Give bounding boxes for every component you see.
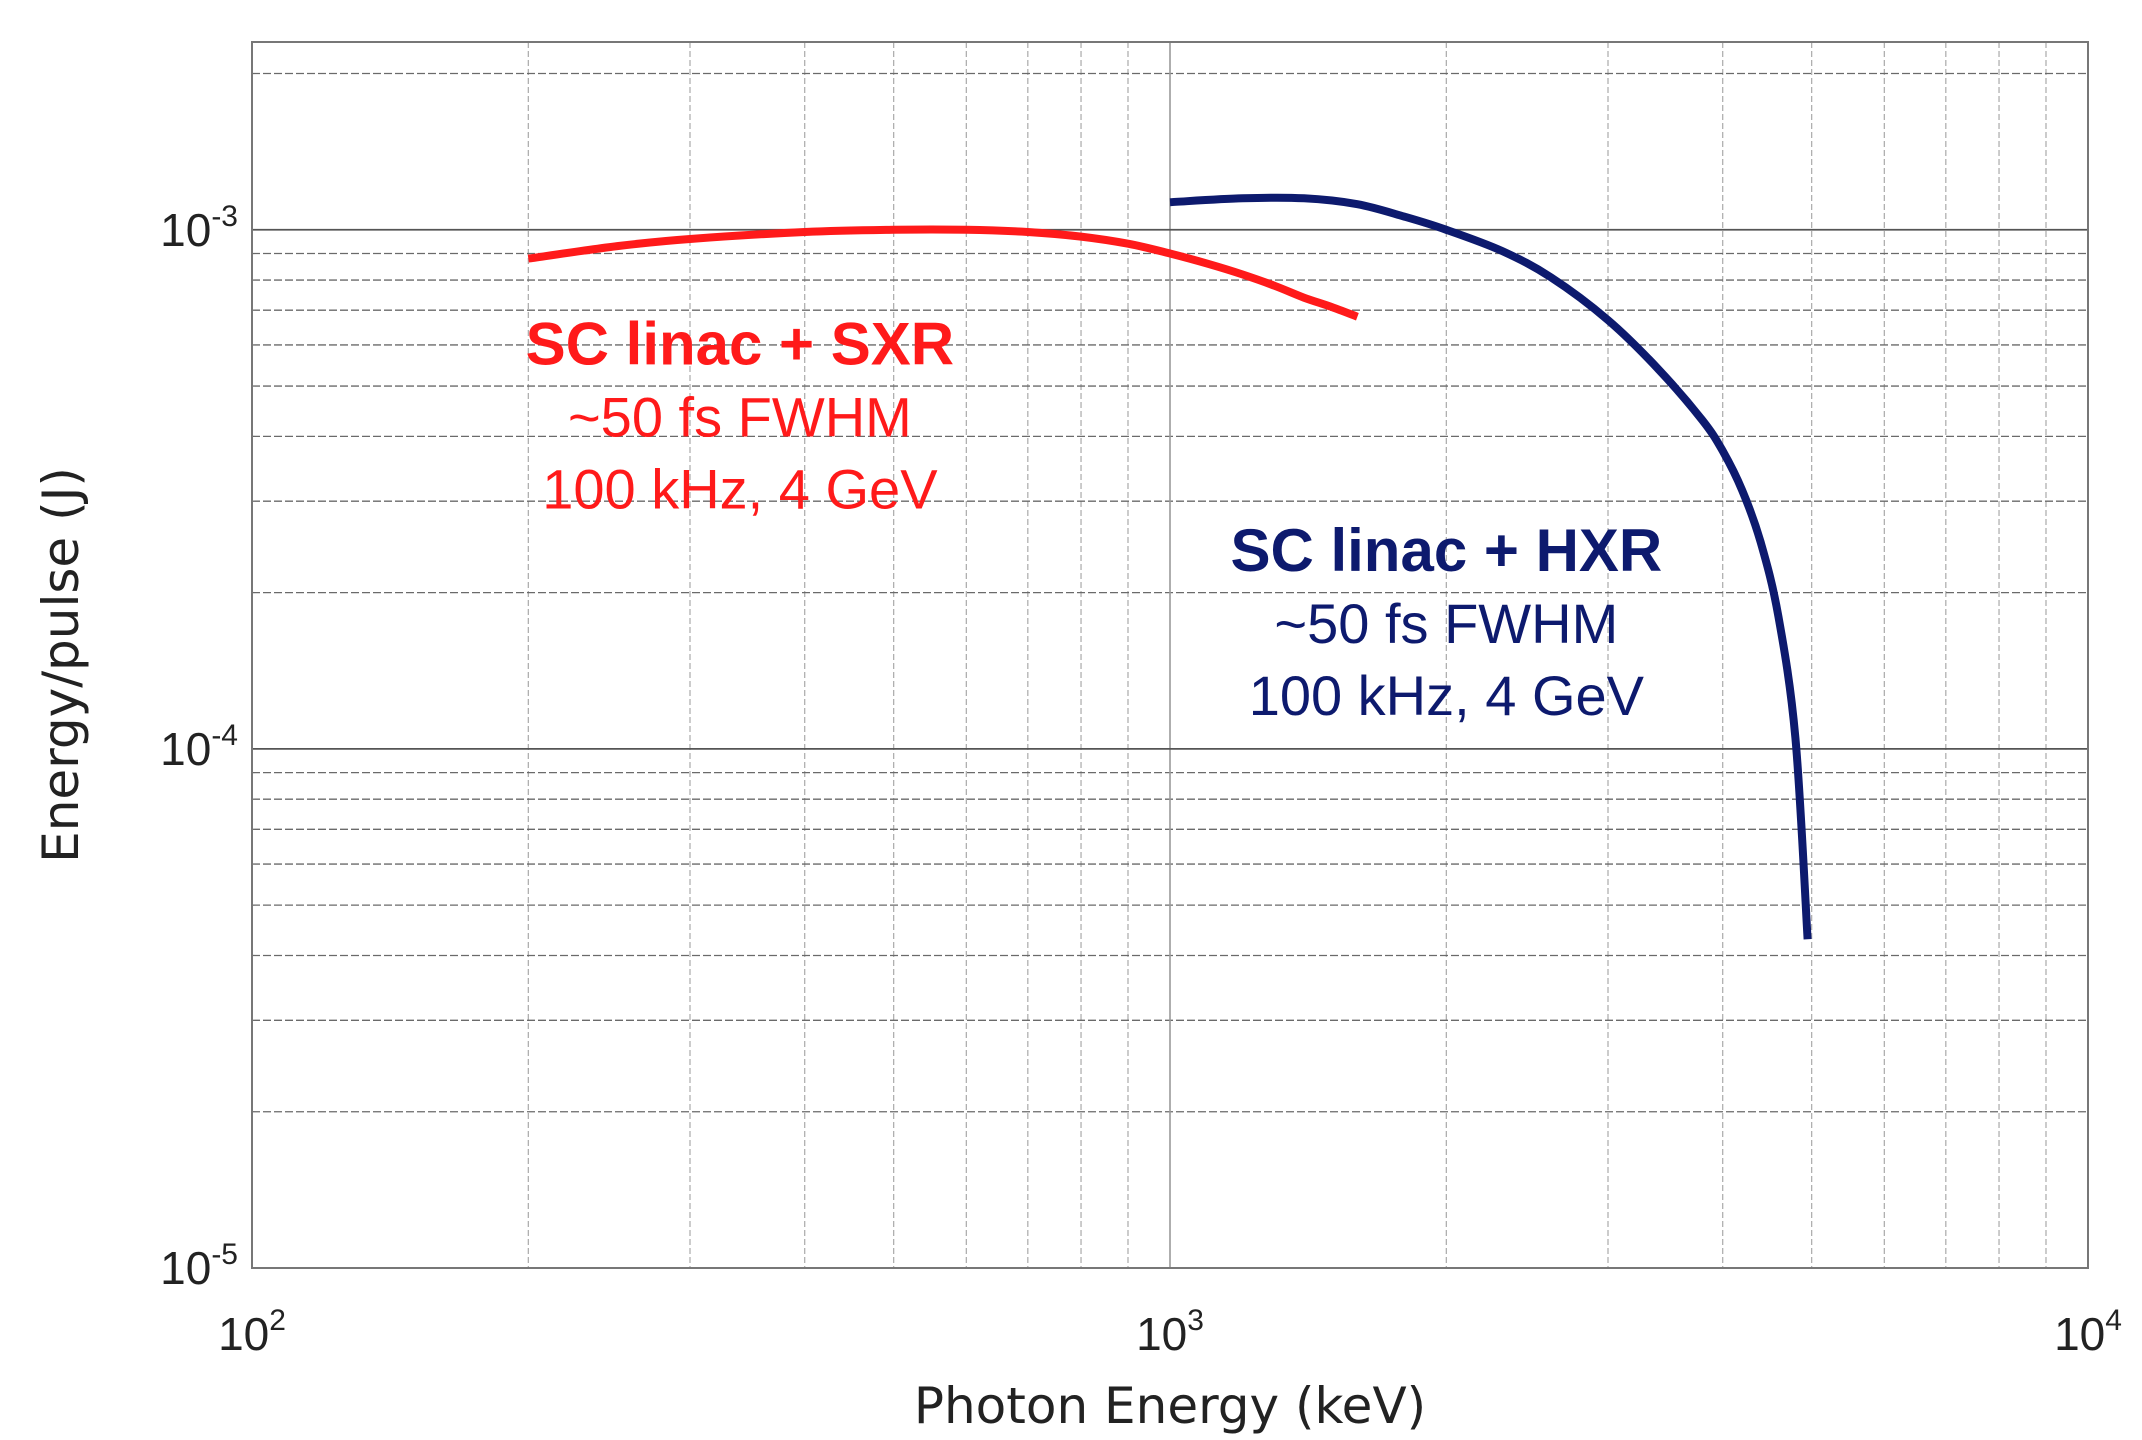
- annotation-layer: SC linac + SXR ~50 fs FWHM 100 kHz, 4 GeV S…: [526, 311, 1663, 728]
- y-tick-label: 10-5: [160, 1238, 238, 1294]
- x-tick-label: 102: [218, 1304, 286, 1360]
- y-tick-label: 10-3: [160, 200, 238, 256]
- x-axis-title: Photon Energy (keV): [914, 1377, 1426, 1435]
- x-tick-label: 103: [1136, 1304, 1204, 1360]
- annotation-line-sxr: ~50 fs FWHM: [568, 386, 912, 449]
- tick-labels: 102 103 104 10-5 10-4 10-3: [160, 200, 2122, 1360]
- plot-frame: [251, 41, 2089, 1269]
- series-layer: [527, 193, 1812, 940]
- annotation-title-sxr: SC linac + SXR: [526, 311, 955, 378]
- series-line-sxr: [527, 225, 1359, 321]
- major-grid: [252, 42, 2088, 1268]
- x-tick-label: 104: [2054, 1304, 2122, 1360]
- y-tick-label: 10-4: [160, 719, 238, 775]
- annotation-line-sxr: 100 kHz, 4 GeV: [542, 458, 938, 521]
- series-line-hxr: [1169, 193, 1812, 940]
- annotation-title-hxr: SC linac + HXR: [1230, 517, 1662, 584]
- annotation-line-hxr: ~50 fs FWHM: [1274, 592, 1618, 655]
- y-axis-title: Energy/pulse (J): [32, 467, 90, 863]
- annotation-line-hxr: 100 kHz, 4 GeV: [1249, 664, 1645, 727]
